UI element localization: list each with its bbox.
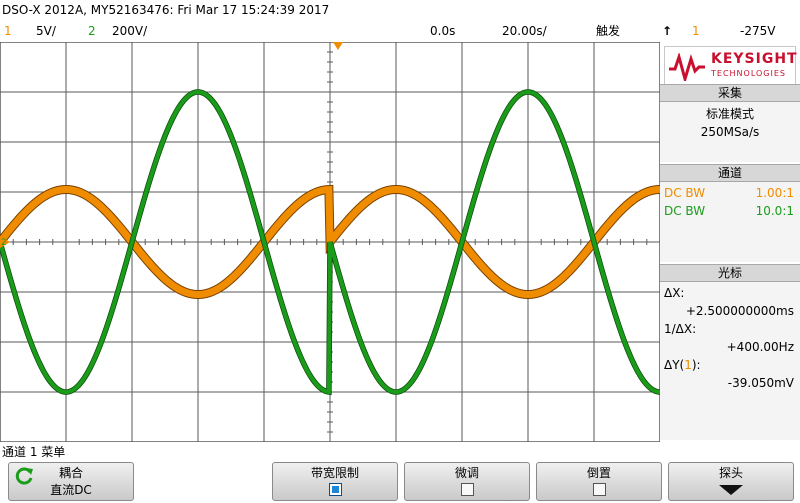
probe-label: 探头: [718, 466, 743, 480]
acquisition-header: 采集: [660, 84, 800, 102]
cursors-header: 光标: [660, 264, 800, 282]
channel-2-row[interactable]: DC BW 10.0:1: [660, 202, 800, 220]
bw-limit-label: 带宽限制: [310, 466, 359, 480]
coupling-value: 直流DC: [50, 483, 92, 497]
menu-title: 通道 1 菜单: [2, 445, 66, 459]
ch1-scale[interactable]: 5V/: [36, 24, 56, 38]
dy-value: -39.050mV: [727, 376, 794, 390]
channel-1-row[interactable]: DC BW 1.00:1: [660, 184, 800, 202]
trigger-label[interactable]: 触发: [596, 24, 621, 38]
dy-label: ΔY(1):: [664, 356, 701, 374]
inv-dx-value: +400.00Hz: [726, 340, 794, 354]
traces: [0, 89, 660, 396]
instrument-title: DSO-X 2012A, MY52163476: Fri Mar 17 15:2…: [2, 3, 330, 17]
dx-label: ΔX:: [664, 286, 685, 300]
ch2-number[interactable]: 2: [88, 24, 96, 38]
rising-edge-icon: ↑: [662, 24, 673, 38]
waveform-graticule[interactable]: 2: [0, 42, 660, 442]
probe-softkey[interactable]: 探头: [668, 462, 794, 501]
trigger-position-icon: [333, 42, 343, 50]
trigger-marker[interactable]: [333, 42, 343, 50]
trigger-channel: 1: [692, 24, 700, 38]
ch2-scale[interactable]: 200V/: [112, 24, 148, 38]
bw-limit-checkbox[interactable]: [328, 483, 342, 496]
inv-dx-label: 1/ΔX:: [664, 322, 697, 336]
dy-label-suffix: ):: [691, 358, 701, 372]
keysight-wave-icon: [669, 53, 705, 81]
dx-value: +2.500000000ms: [685, 304, 794, 318]
trigger-level[interactable]: -275V: [740, 24, 776, 38]
side-panel: KEYSIGHT TECHNOLOGIES 采集 标准模式 250MSa/s 通…: [660, 42, 800, 442]
invert-softkey[interactable]: 倒置: [536, 462, 662, 501]
cursors-panel[interactable]: ΔX: +2.500000000ms 1/ΔX: +400.00Hz ΔY(1)…: [660, 282, 800, 440]
ch1-number[interactable]: 1: [4, 24, 12, 38]
time-scale[interactable]: 20.00s/: [502, 24, 547, 38]
coupling-softkey[interactable]: 耦合 直流DC: [8, 462, 134, 501]
channel-2-coupling: DC BW: [664, 204, 706, 218]
keysight-logo: KEYSIGHT TECHNOLOGIES: [664, 46, 798, 86]
dy-label-prefix: ΔY(: [664, 358, 685, 372]
sample-rate: 250MSa/s: [700, 125, 760, 139]
vernier-softkey[interactable]: 微调: [404, 462, 530, 501]
ground-marker[interactable]: 2: [0, 236, 10, 248]
vernier-checkbox[interactable]: [460, 483, 474, 496]
logo-sub: TECHNOLOGIES: [711, 69, 786, 78]
channels-panel[interactable]: DC BW 1.00:1 DC BW 10.0:1: [660, 182, 800, 262]
coupling-label: 耦合: [58, 466, 83, 480]
status-bar: 1 5V/ 2 200V/ 0.0s 20.00s/ 触发 ↑ 1 -275V: [0, 20, 800, 42]
bw-limit-softkey[interactable]: 带宽限制: [272, 462, 398, 501]
invert-checkbox[interactable]: [592, 483, 606, 496]
time-offset[interactable]: 0.0s: [430, 24, 456, 38]
channel-1-probe: 1.00:1: [755, 186, 794, 200]
acquisition-panel[interactable]: 标准模式 250MSa/s: [660, 102, 800, 162]
invert-label: 倒置: [586, 466, 611, 480]
ch2-ground-label: 2: [1, 238, 7, 248]
ch1-ground-icon: [0, 236, 10, 248]
channel-2-probe: 10.0:1: [755, 204, 794, 218]
series-trace: [0, 89, 660, 395]
dy-label-channel: 1: [684, 358, 692, 372]
down-arrow-icon: [719, 485, 743, 495]
channel-1-coupling: DC BW: [664, 186, 706, 200]
refresh-icon: [15, 467, 33, 485]
logo-brand: KEYSIGHT: [711, 51, 798, 67]
vernier-label: 微调: [454, 466, 479, 480]
acquisition-mode: 标准模式: [705, 107, 754, 121]
channels-header: 通道: [660, 164, 800, 182]
